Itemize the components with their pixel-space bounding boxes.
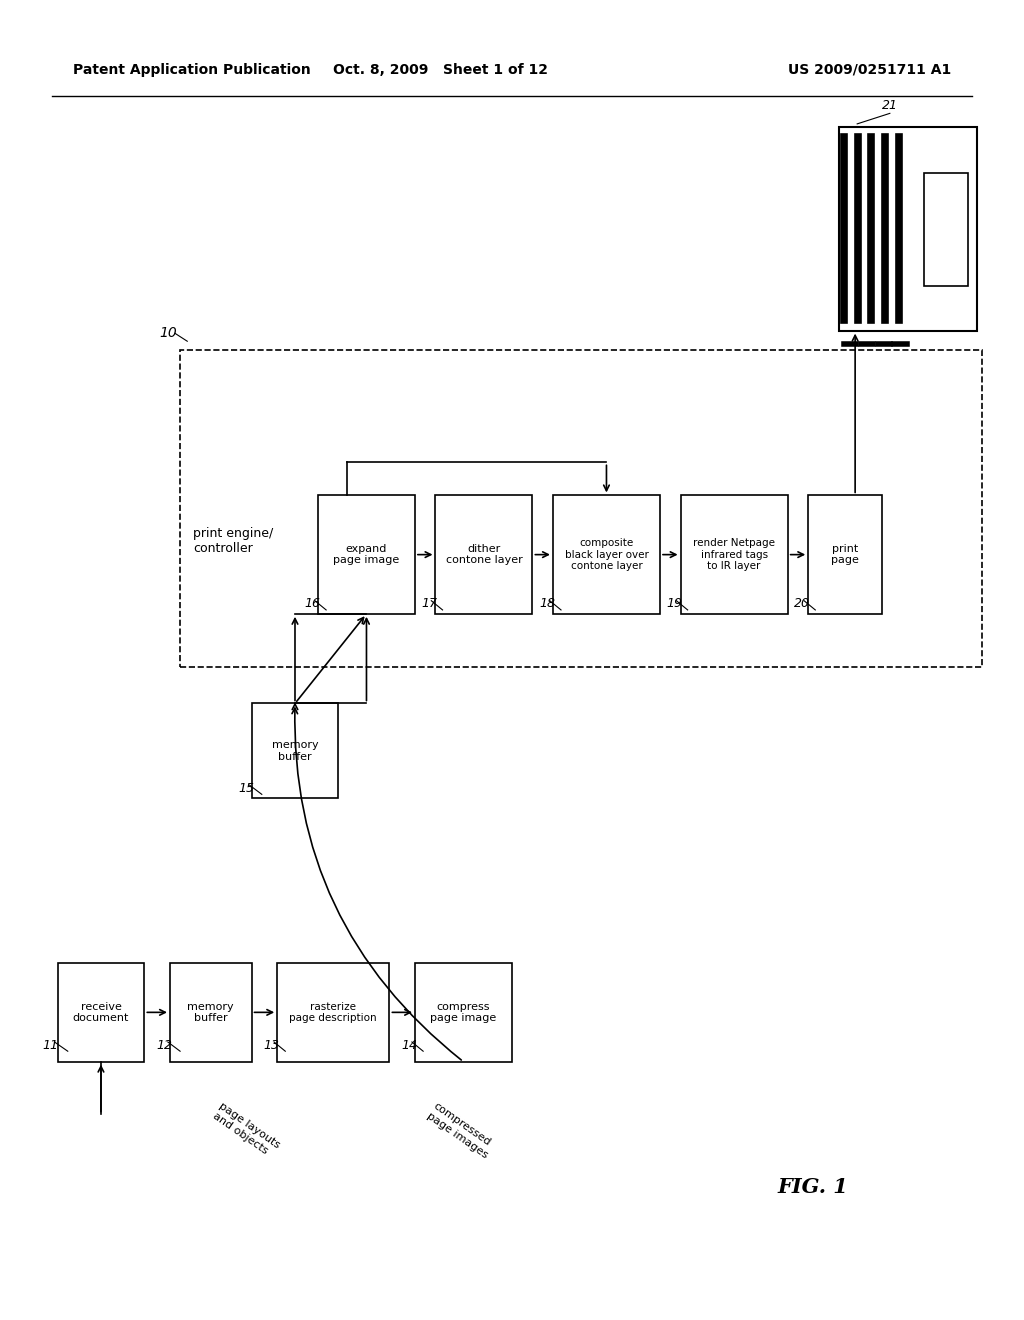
Text: 16: 16 (305, 598, 321, 610)
Text: Patent Application Publication: Patent Application Publication (73, 63, 310, 77)
Text: receive
document: receive document (73, 1002, 129, 1023)
FancyBboxPatch shape (252, 704, 338, 799)
Text: 11: 11 (42, 1039, 58, 1052)
Text: page layouts
and objects: page layouts and objects (211, 1101, 282, 1160)
FancyBboxPatch shape (435, 495, 532, 614)
FancyBboxPatch shape (278, 964, 389, 1061)
Text: print
page: print page (831, 544, 859, 565)
FancyBboxPatch shape (57, 964, 144, 1061)
FancyBboxPatch shape (681, 495, 787, 614)
Text: Oct. 8, 2009   Sheet 1 of 12: Oct. 8, 2009 Sheet 1 of 12 (333, 63, 548, 77)
Text: 17: 17 (421, 598, 437, 610)
Text: expand
page image: expand page image (334, 544, 399, 565)
FancyBboxPatch shape (808, 495, 882, 614)
FancyBboxPatch shape (415, 964, 512, 1061)
Text: FIG. 1: FIG. 1 (777, 1177, 848, 1197)
Text: 15: 15 (239, 781, 254, 795)
Text: 12: 12 (157, 1039, 173, 1052)
Text: memory
buffer: memory buffer (271, 741, 318, 762)
Text: print engine/
controller: print engine/ controller (194, 528, 273, 556)
FancyBboxPatch shape (170, 964, 252, 1061)
Text: compress
page image: compress page image (430, 1002, 497, 1023)
Text: US 2009/0251711 A1: US 2009/0251711 A1 (787, 63, 951, 77)
Text: 21: 21 (882, 99, 898, 112)
Text: composite
black layer over
contone layer: composite black layer over contone layer (564, 539, 648, 572)
FancyBboxPatch shape (925, 173, 969, 285)
Text: compressed
page images: compressed page images (425, 1101, 497, 1160)
FancyBboxPatch shape (553, 495, 660, 614)
Text: 13: 13 (264, 1039, 280, 1052)
Text: rasterize
page description: rasterize page description (290, 1002, 377, 1023)
Text: memory
buffer: memory buffer (187, 1002, 234, 1023)
Text: 14: 14 (401, 1039, 418, 1052)
Text: 19: 19 (667, 598, 682, 610)
Text: 20: 20 (794, 598, 810, 610)
FancyBboxPatch shape (839, 127, 977, 331)
Text: 10: 10 (160, 326, 177, 341)
Text: render Netpage
infrared tags
to IR layer: render Netpage infrared tags to IR layer (693, 539, 775, 572)
Text: 18: 18 (540, 598, 556, 610)
FancyBboxPatch shape (318, 495, 415, 614)
Text: dither
contone layer: dither contone layer (445, 544, 522, 565)
